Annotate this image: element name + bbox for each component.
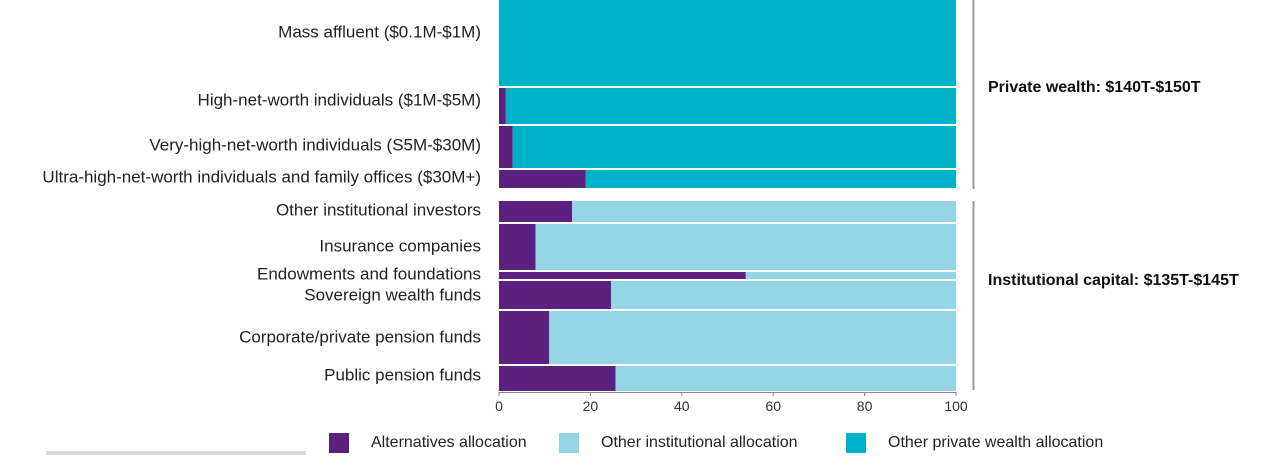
x-tick-label-5: 80 (857, 398, 873, 414)
bar-7-series-2 (745, 272, 956, 279)
legend-label-other-private-wealth: Other private wealth allocation (888, 434, 1104, 451)
bar-2-series-3 (505, 88, 956, 124)
legend-swatch-alternatives (329, 433, 349, 453)
bar-6-series-1 (499, 224, 536, 270)
bar-4-series-3 (585, 170, 956, 188)
x-tick-label-3: 40 (674, 398, 690, 414)
category-label-1: Mass affluent ($0.1M-$1M) (278, 22, 481, 41)
bar-7-series-1 (499, 272, 746, 279)
legend-label-other-institutional: Other institutional allocation (601, 434, 798, 451)
legend-swatch-other-private-wealth (846, 433, 866, 453)
x-tick-label-4: 60 (765, 398, 781, 414)
category-label-5: Other institutional investors (276, 200, 481, 219)
category-label-10: Public pension funds (324, 365, 481, 384)
bar-10-series-1 (499, 366, 616, 391)
bar-3-series-3 (512, 126, 956, 168)
bar-3-series-1 (499, 126, 513, 168)
bar-9-series-2 (549, 311, 956, 364)
category-label-8: Sovereign wealth funds (304, 285, 481, 304)
chart: Mass affluent ($0.1M-$1M) High-net-worth … (42, 0, 1239, 414)
category-label-2: High-net-worth individuals ($1M-$5M) (198, 90, 481, 109)
category-label-4: Ultra-high-net-worth individuals and fam… (42, 167, 481, 186)
group-label-private-wealth: Private wealth: $140T-$150T (988, 79, 1201, 96)
bar-5-series-2 (572, 201, 956, 222)
group-label-institutional: Institutional capital: $135T-$145T (988, 272, 1239, 289)
legend-item-alternatives: Alternatives allocation (329, 432, 527, 454)
bar-4-series-1 (499, 170, 586, 188)
legend-item-other-institutional: Other institutional allocation (559, 432, 798, 454)
bar-8-series-2 (610, 281, 956, 309)
x-tick-label-6: 100 (944, 398, 968, 414)
bar-5-series-1 (499, 201, 573, 222)
bar-9-series-1 (499, 311, 550, 364)
bar-2-series-1 (499, 88, 506, 124)
legend: Alternatives allocation Other institutio… (0, 430, 1269, 456)
bar-1-series-3 (499, 0, 956, 86)
bar-6-series-2 (535, 224, 956, 270)
legend-item-other-private-wealth: Other private wealth allocation (846, 432, 1103, 454)
legend-swatch-other-institutional (559, 433, 579, 453)
category-label-9: Corporate/private pension funds (239, 327, 481, 346)
x-tick-label-1: 0 (495, 398, 503, 414)
legend-label-alternatives: Alternatives allocation (371, 434, 527, 451)
category-label-7: Endowments and foundations (257, 264, 481, 283)
footnote-faded (46, 451, 306, 455)
bar-10-series-2 (615, 366, 956, 391)
category-label-3: Very-high-net-worth individuals (S5M-$30… (149, 135, 481, 154)
bar-8-series-1 (499, 281, 611, 309)
x-tick-label-2: 20 (583, 398, 599, 414)
category-label-6: Insurance companies (319, 236, 481, 255)
